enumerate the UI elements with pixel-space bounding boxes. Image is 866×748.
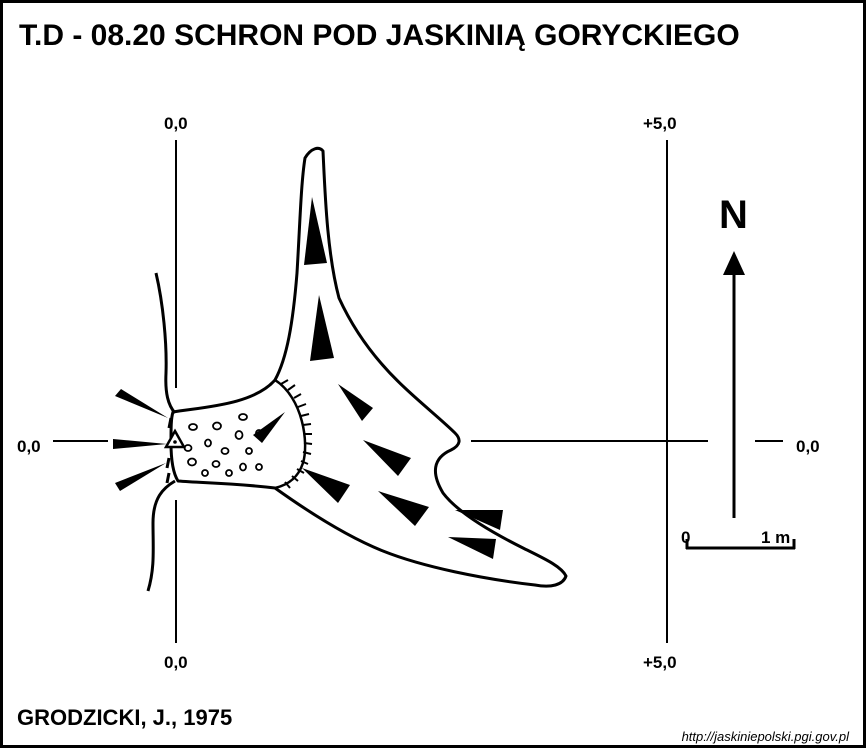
wall-line-lower xyxy=(146,479,176,592)
survey-point-icon xyxy=(163,428,187,449)
cave-outline xyxy=(169,146,568,588)
entrance-arrow-middle xyxy=(113,439,167,449)
north-label: N xyxy=(719,193,748,237)
slope-arrow-2 xyxy=(310,295,334,361)
grid-label-bottom-right: +5,0 xyxy=(643,653,677,672)
scale-bar xyxy=(685,539,796,550)
rubble-pebbles xyxy=(183,413,263,477)
cave-plan-drawing xyxy=(53,140,796,643)
slope-arrow-5 xyxy=(302,468,350,503)
scale-start-label: 0 xyxy=(681,528,691,547)
entrance-arrow-lower xyxy=(115,463,166,491)
slope-arrow-1 xyxy=(304,197,327,265)
slope-arrows xyxy=(253,197,503,559)
entrance-arrows xyxy=(113,389,168,491)
north-arrow-icon xyxy=(723,251,745,518)
slope-arrow-4 xyxy=(363,440,411,476)
grid-label-mid-left: 0,0 xyxy=(17,437,41,456)
scale-end-label: 1 m xyxy=(761,528,791,547)
wall-line-upper xyxy=(154,272,177,414)
drop-hachures xyxy=(280,379,313,489)
entrance-marks xyxy=(165,417,173,484)
source-url: http://jaskiniepolski.pgi.gov.pl xyxy=(681,729,849,744)
grid-label-bottom-left: 0,0 xyxy=(164,653,188,672)
slope-arrow-8 xyxy=(448,537,496,559)
slope-arrow-7 xyxy=(455,510,503,530)
slope-arrow-9 xyxy=(253,412,285,443)
entrance-arrow-upper xyxy=(115,389,168,418)
grid-label-top-right: +5,0 xyxy=(643,114,677,133)
slope-arrow-6 xyxy=(378,491,429,526)
grid-lines xyxy=(53,140,783,643)
grid-label-mid-right: 0,0 xyxy=(796,437,820,456)
slope-arrow-3 xyxy=(338,384,373,421)
map-title: T.D - 08.20 SCHRON POD JASKINIĄ GORYCKIE… xyxy=(19,19,740,52)
author-credit: GRODZICKI, J., 1975 xyxy=(17,705,233,730)
grid-label-top-left: 0,0 xyxy=(164,114,188,133)
